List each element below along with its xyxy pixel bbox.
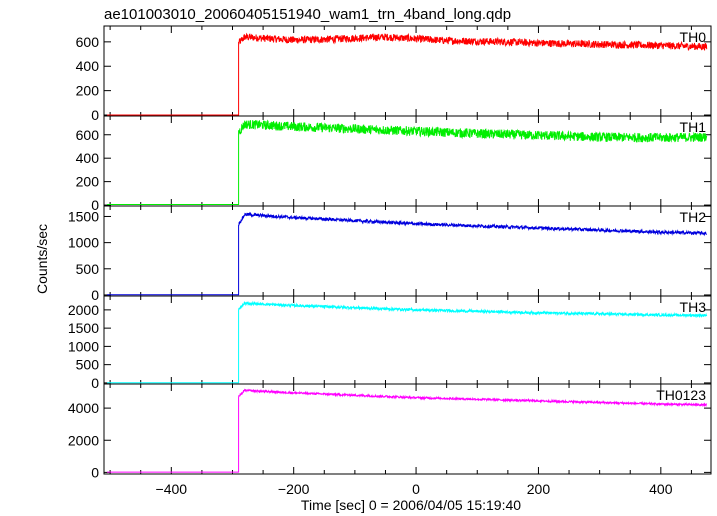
series-line-th3 (107, 300, 708, 384)
y-tick-label: 400 (76, 150, 100, 166)
panel-label-th3: TH3 (680, 299, 707, 315)
y-tick-label: 400 (76, 58, 100, 74)
y-tick-label: 4000 (68, 400, 99, 416)
x-tick-label: 200 (527, 481, 551, 497)
y-tick-label: 200 (76, 83, 100, 99)
y-tick-label: 0 (91, 197, 99, 213)
y-tick-label: 0 (91, 287, 99, 303)
x-tick-label: −200 (278, 481, 310, 497)
panel-label-th1: TH1 (680, 119, 707, 135)
x-tick-label: −400 (156, 481, 188, 497)
y-tick-label: 1500 (68, 208, 99, 224)
panel-th3: 0 500 1000 1500 2000 TH3 (68, 295, 712, 391)
x-axis-label: Time [sec] 0 = 2006/04/05 15:19:40 (301, 497, 521, 513)
y-tick-label: 1000 (68, 235, 99, 251)
y-tick-label: 0 (91, 107, 99, 123)
x-tick-label: 0 (412, 481, 420, 497)
y-tick-label: 2000 (68, 302, 99, 318)
y-tick-label: 1500 (68, 320, 99, 336)
panel-label-th0: TH0 (680, 29, 707, 45)
panel-th0123: 0 2000 4000 TH0123 (68, 383, 712, 480)
y-tick-label: 600 (76, 34, 100, 50)
y-tick-label: 2000 (68, 432, 99, 448)
y-tick-label: 500 (76, 357, 100, 373)
y-tick-label: 1000 (68, 338, 99, 354)
y-tick-label: 0 (91, 375, 99, 391)
series-line-th0123 (107, 388, 707, 473)
panel-th1: 0 200 400 600 TH1 (76, 115, 712, 213)
y-tick-label: 200 (76, 174, 100, 190)
y-tick-label: 0 (91, 464, 99, 480)
series-line-th2 (107, 211, 708, 296)
y-tick-label: 500 (76, 261, 100, 277)
chart-title: ae101003010_20060405151940_wam1_trn_4ban… (104, 6, 511, 23)
panel-th0: 0 200 400 600 TH0 (76, 25, 712, 123)
panel-frame (103, 383, 712, 475)
series-line-th1 (107, 119, 708, 205)
panels-group: 0 200 400 600 TH0 0 200 400 600 TH1 0 500 1000 1500 TH… (68, 25, 712, 497)
panel-frame (103, 115, 712, 207)
y-tick-label: 600 (76, 127, 100, 143)
panel-th2: 0 500 1000 1500 TH2 (68, 205, 712, 303)
panel-label-th2: TH2 (680, 209, 707, 225)
y-axis-label: Counts/sec (34, 224, 50, 294)
panel-label-th0123: TH0123 (656, 387, 706, 403)
x-tick-label: 400 (649, 481, 673, 497)
panel-frame (103, 205, 712, 297)
series-line-th0 (107, 32, 708, 116)
